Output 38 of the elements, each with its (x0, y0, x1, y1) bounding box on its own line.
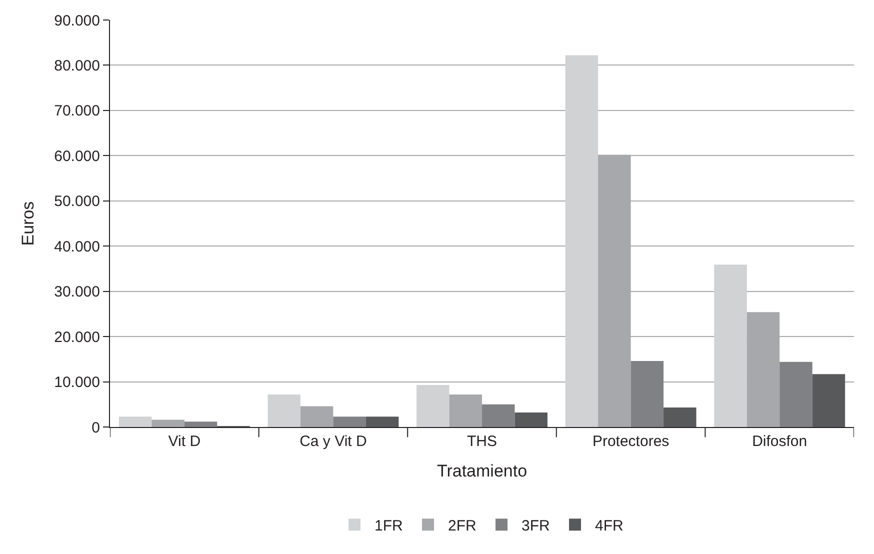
bar (333, 416, 366, 427)
bar (152, 420, 184, 427)
bar (300, 406, 334, 427)
legend-label: 3FR (522, 518, 550, 534)
y-tick-label: 70.000 (54, 102, 100, 120)
x-axis-title: Tratamiento (436, 461, 528, 480)
x-tick-label: Ca y Vit D (300, 433, 367, 450)
y-tick-label: 0 (92, 419, 100, 436)
y-tick-label: 80.000 (54, 57, 100, 74)
bar (714, 264, 747, 427)
y-tick-label: 40.000 (54, 238, 100, 256)
bar (565, 55, 598, 427)
y-tick-label: 50.000 (54, 193, 100, 210)
bar (482, 404, 515, 427)
legend-label: 4FR (595, 518, 624, 534)
bar (366, 416, 399, 427)
bar (118, 416, 152, 427)
y-tick-label: 20.000 (54, 328, 100, 346)
legend-label: 1FR (374, 518, 404, 534)
y-tick-label: 90.000 (54, 12, 100, 30)
y-tick-label: 60.000 (54, 148, 100, 165)
y-tick-label: 10.000 (54, 374, 100, 392)
y-axis-title: Euros (18, 201, 38, 246)
x-tick-label: Difosfon (752, 433, 808, 450)
legend-label: 2FR (448, 518, 477, 534)
bar (449, 394, 482, 427)
bar (268, 394, 300, 427)
bar (812, 374, 846, 427)
y-tick-label: 30.000 (54, 284, 100, 301)
bar (184, 422, 218, 427)
x-tick-label: Vit D (168, 433, 201, 450)
bar (780, 362, 812, 427)
bar (630, 360, 664, 427)
bar (514, 412, 548, 427)
bar (416, 384, 450, 427)
x-tick-label: Protectores (592, 433, 670, 450)
x-tick-label: THS (467, 433, 497, 450)
bar (664, 408, 696, 427)
